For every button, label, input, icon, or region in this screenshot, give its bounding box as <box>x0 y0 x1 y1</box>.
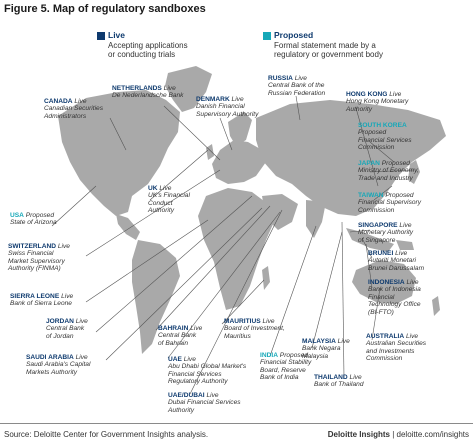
south-america-shape <box>132 240 180 354</box>
label-russia: RUSSIA Live Central Bank of the Russian F… <box>268 75 326 97</box>
legend-live-desc-2: or conducting trials <box>108 50 176 59</box>
footer-credit: Deloitte Insights | deloitte.com/insight… <box>328 430 469 439</box>
label-australia: AUSTRALIA Live Australian Securities and … <box>366 333 427 363</box>
new-guinea-shape <box>396 240 414 250</box>
label-uae-dubai: UAE/DUBAI Live Dubai Financial Services A… <box>168 392 241 414</box>
label-canada: CANADA Live Canadian Securities Administr… <box>44 98 104 120</box>
legend-live-title: Live <box>108 30 126 40</box>
label-jordan: JORDAN Live Central Bank of Jordan <box>46 318 88 340</box>
leader-lines <box>51 95 415 395</box>
label-south-korea: SOUTH KOREA Proposed Financial Services Co… <box>358 122 412 152</box>
footer-link[interactable]: deloitte.com/insights <box>396 430 469 439</box>
footer-divider <box>0 423 473 424</box>
label-japan: JAPAN Proposed Ministry of Economy, Trade… <box>358 160 419 182</box>
label-denmark: DENMARK Live Danish Financial Supervisory… <box>196 96 259 118</box>
label-usa: USA Proposed State of Arizona <box>10 212 57 227</box>
asia-shape <box>256 100 446 216</box>
north-america-shape <box>58 90 180 216</box>
sea-islands-shape <box>346 228 394 252</box>
label-saudi-arabia: SAUDI ARABIA Live Saudi Arabia's Capital… <box>26 354 91 376</box>
label-indonesia: INDONESIA Live Bank of Indonesia Financia… <box>368 279 421 316</box>
uk-shape <box>206 144 214 160</box>
label-singapore: SINGAPORE Live Monetary Authority of Sing… <box>358 222 414 244</box>
label-netherlands: NETHERLANDS Live De Nederlandsche Bank <box>112 85 184 100</box>
label-uae: UAE Live Abu Dhabi Global Market's Financ… <box>168 356 247 386</box>
label-thailand: THAILAND Live Bank of Thailand <box>314 374 364 389</box>
label-switzerland: SWITZERLAND Live Swiss Financial Market S… <box>8 243 70 273</box>
label-malaysia: MALAYSIA Live Bank Negara Malaysia <box>302 338 350 360</box>
legend-proposed-desc-1: Formal statement made by a <box>274 41 376 50</box>
label-india: INDIA Proposed Financial Stability Board,… <box>260 352 312 382</box>
label-sierra-leone: SIERRA LEONE Live Bank of Sierra Leone <box>10 293 74 308</box>
madagascar-shape <box>262 266 270 290</box>
label-taiwan: TAIWAN Proposed Financial Supervisory Com… <box>358 192 422 214</box>
label-bahrain: BAHRAIN Live Central Bank of Bahrain <box>158 325 203 347</box>
world-map <box>51 66 446 395</box>
greenland-shape <box>165 66 212 112</box>
label-hong-kong: HONG KONG Live Hong Kong Monetary Authori… <box>346 91 409 113</box>
label-uk: UK Live UK's Financial Conduct Authority <box>148 185 190 215</box>
label-mauritius: MAURITIUS Live Board of Investment, Mauri… <box>224 318 285 340</box>
australia-shape <box>352 260 416 304</box>
india-shape <box>306 200 326 238</box>
japan-shape <box>408 160 420 184</box>
label-brunei: BRUNEI Live Autoriti Monetari Brunei Daru… <box>368 250 425 272</box>
scandinavia-shape <box>228 112 252 146</box>
figure-title: Figure 5. Map of regulatory sandboxes <box>4 3 206 15</box>
legend-live-desc-1: Accepting applications <box>108 41 188 50</box>
footer-separator: | <box>392 430 395 439</box>
legend-proposed-swatch <box>263 32 271 40</box>
central-america-shape <box>116 214 140 240</box>
legend-live-swatch <box>97 32 105 40</box>
africa-shape <box>198 188 274 310</box>
europe-shape <box>212 140 266 184</box>
source-note: Source: Deloitte Center for Government I… <box>4 430 209 439</box>
new-zealand-shape <box>432 296 440 316</box>
legend-proposed-title: Proposed <box>274 30 314 40</box>
legend-proposed-desc-2: regulatory or government body <box>274 50 383 59</box>
brand-name: Deloitte Insights <box>327 430 390 439</box>
